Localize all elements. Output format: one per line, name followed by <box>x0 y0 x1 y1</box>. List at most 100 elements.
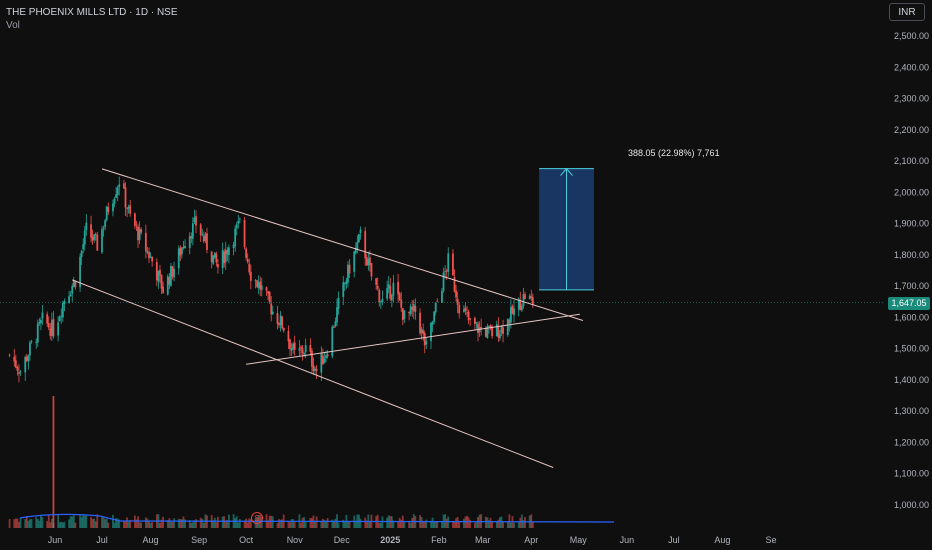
candle-body <box>8 354 11 356</box>
volume-bar <box>348 521 351 528</box>
candle-body <box>50 320 53 336</box>
candle-body <box>116 187 119 195</box>
candle-body <box>159 269 161 276</box>
volume-bar <box>134 515 136 528</box>
volume-bar <box>49 522 52 528</box>
volume-bar <box>422 521 425 528</box>
candle-body <box>79 256 81 288</box>
candle-body <box>113 198 116 204</box>
volume-bar <box>287 521 290 528</box>
volume-bar <box>124 520 127 528</box>
candle-body <box>30 341 33 342</box>
candle-body <box>488 325 490 327</box>
candle-body <box>467 311 470 321</box>
volume-bar <box>82 514 85 528</box>
candle-body <box>331 326 334 357</box>
candle-body <box>425 341 428 345</box>
candle-body <box>254 280 257 282</box>
candle-body <box>389 286 392 299</box>
candle-body <box>47 322 50 328</box>
volume-bar <box>315 516 318 528</box>
volume-bar <box>171 522 174 528</box>
volume-bar <box>347 520 349 528</box>
volume-bar <box>90 517 92 528</box>
candle-body <box>463 309 465 312</box>
candle-body <box>52 319 55 337</box>
volume-bar <box>116 518 119 528</box>
candle-body <box>281 316 284 329</box>
candle-body <box>279 315 282 325</box>
volume-bar <box>392 520 395 528</box>
candle-body <box>179 247 182 256</box>
volume-bar <box>79 514 81 528</box>
volume-bar <box>267 520 269 528</box>
candle-body <box>63 301 66 305</box>
x-tick-label: Dec <box>334 535 351 545</box>
volume-bar <box>436 521 439 528</box>
volume-bar <box>519 517 522 528</box>
currency-button[interactable]: INR <box>889 3 925 21</box>
candle-body <box>502 327 504 334</box>
volume-bar <box>238 519 241 528</box>
candle-body <box>359 229 362 233</box>
volume-bar <box>8 519 11 528</box>
volume-bar <box>123 521 125 528</box>
volume-bar <box>531 521 534 528</box>
y-tick-label: 2,300.00 <box>894 94 929 104</box>
candle-body <box>237 220 240 224</box>
volume-bar <box>85 515 88 528</box>
candle-body <box>354 247 357 254</box>
volume-bar <box>463 518 465 528</box>
chart-header: THE PHOENIX MILLS LTD · 1D · NSE Vol <box>6 6 178 32</box>
candle-body <box>325 355 327 359</box>
volume-bar <box>431 517 434 528</box>
volume-legend: Vol <box>6 20 20 31</box>
volume-bar <box>71 516 74 528</box>
candle-body <box>41 312 44 319</box>
volume-bar <box>188 520 191 528</box>
trendline-lower <box>72 279 554 468</box>
candle-body <box>29 342 31 356</box>
volume-bar <box>369 520 371 528</box>
volume-bar <box>343 520 346 528</box>
volume-bar <box>423 521 426 528</box>
candle-body <box>370 263 373 277</box>
candle-body <box>148 252 150 259</box>
split-event-icon[interactable]: S <box>251 512 263 524</box>
candle-body <box>369 257 371 265</box>
candle-body <box>455 290 457 298</box>
y-tick-label: 1,900.00 <box>894 219 929 229</box>
candle-body <box>137 227 139 241</box>
candle-body <box>365 257 368 266</box>
volume-bar <box>379 522 382 528</box>
candle-body <box>228 247 230 256</box>
candle-body <box>102 228 105 230</box>
x-tick-label: Feb <box>431 535 447 545</box>
candle-body <box>412 304 415 312</box>
candle-body <box>358 234 360 243</box>
volume-bar <box>19 518 22 528</box>
volume-bar <box>513 522 515 528</box>
candle-body <box>445 270 448 272</box>
volume-bar <box>456 517 459 528</box>
volume-bar <box>445 518 448 528</box>
volume-bar <box>162 516 164 528</box>
volume-bar <box>342 519 345 528</box>
candle-body <box>337 297 340 309</box>
volume-bar <box>293 522 296 528</box>
volume-bar <box>430 520 432 528</box>
volume-bar <box>495 521 498 528</box>
volume-bar <box>386 517 389 528</box>
volume-bar <box>517 522 520 528</box>
y-tick-label: 1,200.00 <box>894 437 929 447</box>
y-tick-label: 1,800.00 <box>894 250 929 260</box>
candle-body <box>497 325 500 338</box>
volume-ma-line <box>19 513 615 523</box>
volume-bar <box>499 517 501 528</box>
volume-bar <box>484 516 487 528</box>
candle-body <box>265 287 268 291</box>
candle-body <box>376 285 379 289</box>
candle-body <box>400 299 403 308</box>
trendline-upper <box>101 168 584 322</box>
